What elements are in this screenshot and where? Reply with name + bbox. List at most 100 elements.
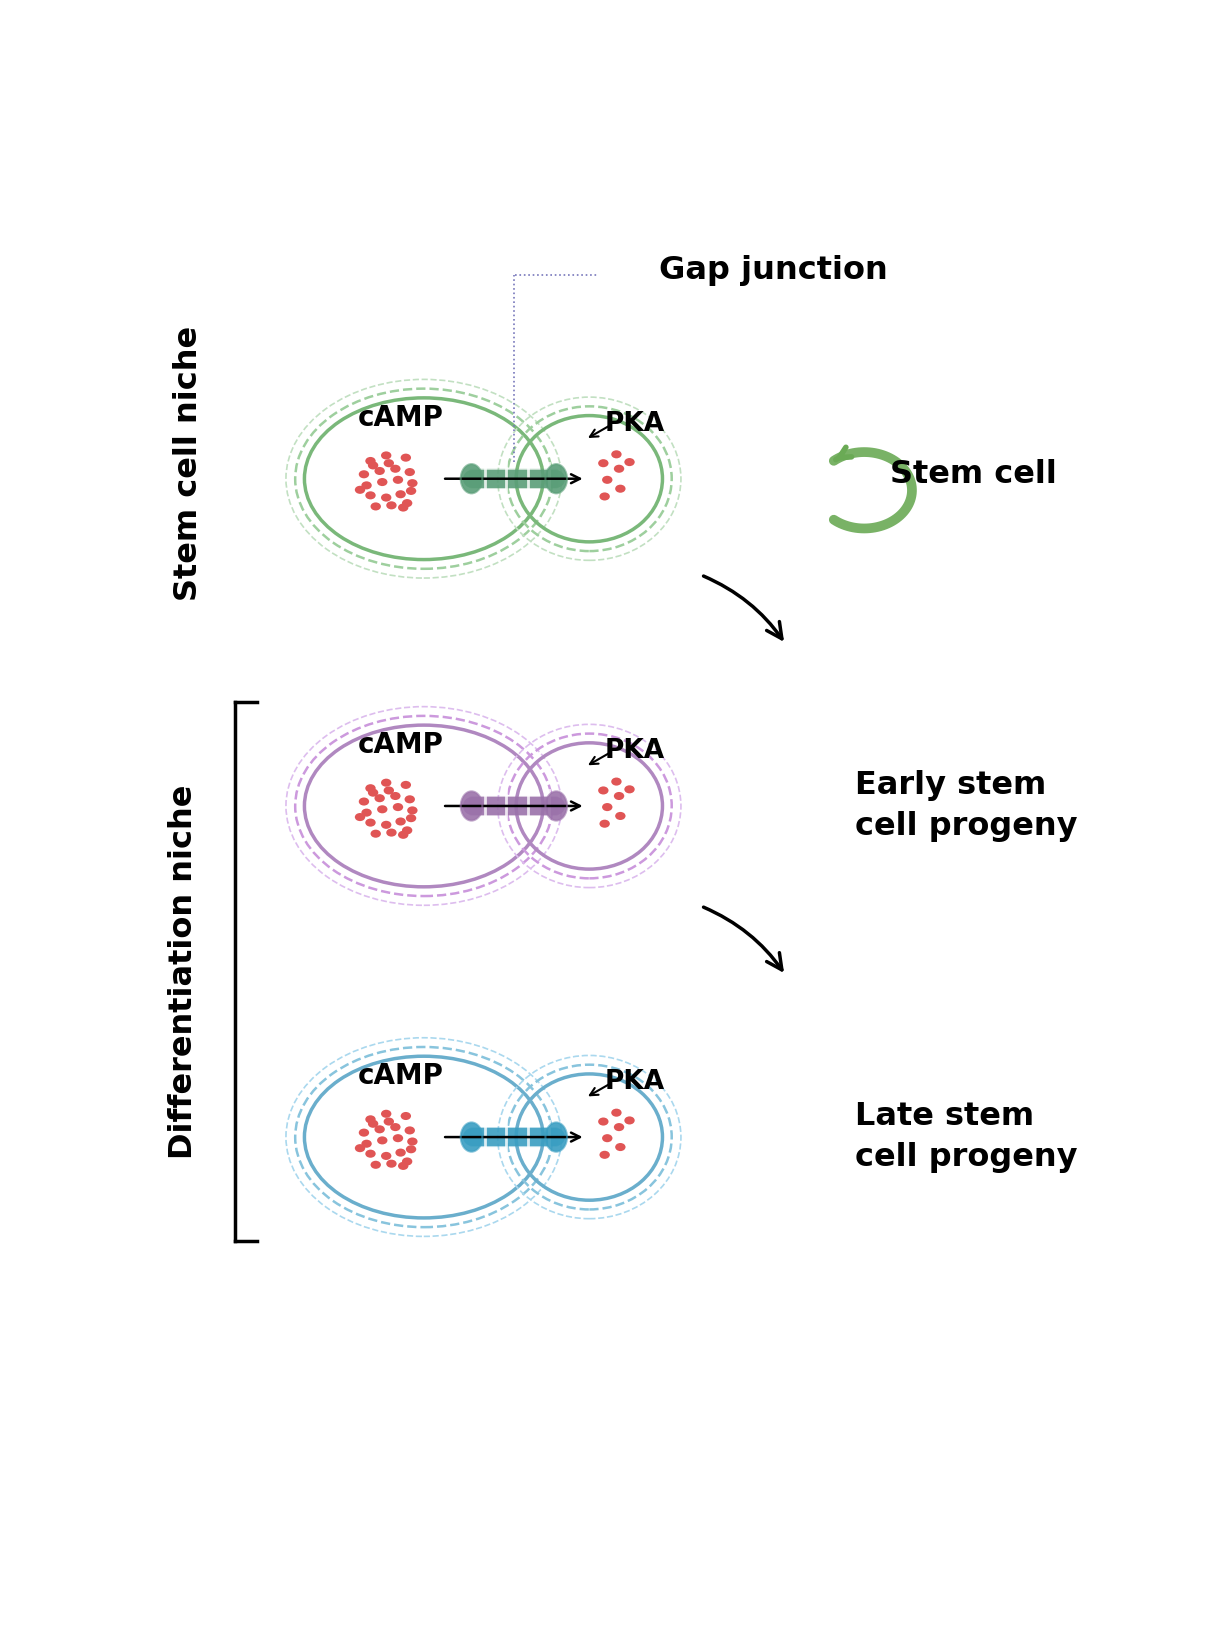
Ellipse shape <box>381 451 391 459</box>
Ellipse shape <box>355 1144 365 1153</box>
Ellipse shape <box>401 781 411 790</box>
Ellipse shape <box>405 814 416 822</box>
Ellipse shape <box>461 464 483 493</box>
Ellipse shape <box>358 470 369 479</box>
Ellipse shape <box>362 809 371 817</box>
Ellipse shape <box>624 457 635 466</box>
Ellipse shape <box>355 485 365 493</box>
Ellipse shape <box>615 1143 626 1151</box>
Text: cAMP: cAMP <box>358 1063 444 1091</box>
Text: Gap junction: Gap junction <box>658 256 887 287</box>
Ellipse shape <box>393 1135 403 1143</box>
Ellipse shape <box>365 785 375 793</box>
Ellipse shape <box>393 475 403 484</box>
Ellipse shape <box>598 459 609 467</box>
Ellipse shape <box>603 1135 612 1143</box>
Ellipse shape <box>381 778 391 786</box>
Ellipse shape <box>370 1161 381 1169</box>
Ellipse shape <box>370 503 381 511</box>
Ellipse shape <box>599 492 610 500</box>
Ellipse shape <box>381 493 391 501</box>
Ellipse shape <box>384 786 394 794</box>
Ellipse shape <box>398 503 409 511</box>
Ellipse shape <box>405 487 416 495</box>
Ellipse shape <box>374 794 385 803</box>
Ellipse shape <box>401 1112 411 1120</box>
Ellipse shape <box>613 464 624 472</box>
Ellipse shape <box>598 786 609 794</box>
Ellipse shape <box>398 1162 409 1171</box>
Text: PKA: PKA <box>605 737 664 764</box>
Ellipse shape <box>598 1117 609 1125</box>
Text: cAMP: cAMP <box>358 731 444 759</box>
Ellipse shape <box>365 1115 375 1123</box>
Ellipse shape <box>615 812 626 821</box>
Ellipse shape <box>365 819 375 827</box>
Ellipse shape <box>381 821 391 829</box>
Ellipse shape <box>599 1151 610 1159</box>
Ellipse shape <box>611 778 622 786</box>
FancyBboxPatch shape <box>469 469 559 488</box>
Ellipse shape <box>546 1122 567 1151</box>
Ellipse shape <box>374 1125 385 1133</box>
Ellipse shape <box>384 459 394 467</box>
Ellipse shape <box>396 817 405 825</box>
Ellipse shape <box>370 830 381 838</box>
Ellipse shape <box>405 1144 416 1153</box>
Text: Stem cell: Stem cell <box>889 459 1056 490</box>
FancyBboxPatch shape <box>469 1127 559 1148</box>
FancyBboxPatch shape <box>469 796 559 816</box>
Text: Early stem
cell progeny: Early stem cell progeny <box>855 770 1077 842</box>
Ellipse shape <box>378 1136 387 1144</box>
Ellipse shape <box>613 1123 624 1131</box>
Ellipse shape <box>390 1123 401 1131</box>
Ellipse shape <box>402 1158 413 1166</box>
Ellipse shape <box>355 812 365 821</box>
Text: PKA: PKA <box>605 1070 664 1096</box>
Ellipse shape <box>358 798 369 806</box>
Ellipse shape <box>390 464 401 472</box>
Ellipse shape <box>613 791 624 799</box>
Ellipse shape <box>365 492 375 500</box>
Ellipse shape <box>402 827 413 835</box>
Text: Late stem
cell progeny: Late stem cell progeny <box>855 1101 1077 1172</box>
Ellipse shape <box>381 1153 391 1161</box>
Text: Differentiation niche: Differentiation niche <box>168 785 198 1159</box>
Ellipse shape <box>378 806 387 814</box>
Ellipse shape <box>404 467 415 475</box>
Ellipse shape <box>386 501 397 510</box>
Ellipse shape <box>381 1110 391 1118</box>
Ellipse shape <box>386 1159 397 1167</box>
Ellipse shape <box>404 794 415 803</box>
Ellipse shape <box>546 791 567 821</box>
Ellipse shape <box>378 479 387 487</box>
Ellipse shape <box>404 1127 415 1135</box>
Text: cAMP: cAMP <box>358 404 444 431</box>
Ellipse shape <box>461 1122 483 1151</box>
Ellipse shape <box>365 457 375 466</box>
Ellipse shape <box>368 1120 379 1128</box>
Ellipse shape <box>611 451 622 459</box>
Ellipse shape <box>624 785 635 793</box>
Ellipse shape <box>368 788 379 796</box>
Ellipse shape <box>603 803 612 811</box>
Ellipse shape <box>408 806 417 814</box>
Ellipse shape <box>374 467 385 475</box>
Ellipse shape <box>384 1117 394 1125</box>
Ellipse shape <box>401 454 411 462</box>
Ellipse shape <box>408 1138 417 1146</box>
Ellipse shape <box>402 500 413 508</box>
Ellipse shape <box>624 1117 635 1125</box>
Ellipse shape <box>393 803 403 811</box>
Text: Stem cell niche: Stem cell niche <box>173 326 204 601</box>
Ellipse shape <box>615 485 626 493</box>
Ellipse shape <box>546 464 567 493</box>
Ellipse shape <box>603 475 612 484</box>
Ellipse shape <box>461 791 483 821</box>
Ellipse shape <box>599 819 610 827</box>
Ellipse shape <box>362 482 371 490</box>
Ellipse shape <box>362 1140 371 1148</box>
Ellipse shape <box>386 829 397 837</box>
Ellipse shape <box>398 830 409 838</box>
Ellipse shape <box>396 1148 405 1156</box>
